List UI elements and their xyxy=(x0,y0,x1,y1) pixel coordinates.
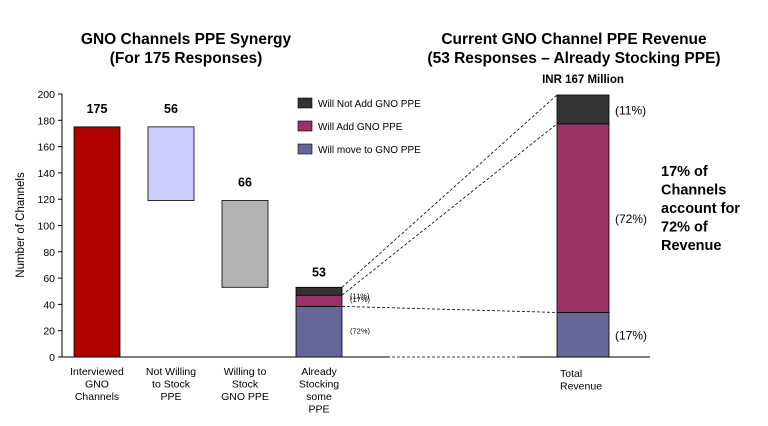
bar-value-label: 175 xyxy=(87,102,108,116)
dashed-connector xyxy=(341,305,558,313)
segment-percent-label: (11%) xyxy=(350,291,370,300)
dashed-connector xyxy=(341,94,558,288)
dashed-connector xyxy=(341,123,558,296)
stacked-segment-will-not-add-gno-ppe xyxy=(295,286,343,296)
revenue-total-label: INR 167 Million xyxy=(542,74,624,86)
revenue-annotation-line: Channels xyxy=(661,183,726,199)
legend-label: Will Not Add GNO PPE xyxy=(318,99,421,110)
x-category-label: Already Stocking some PPE xyxy=(299,366,339,416)
bar-3 xyxy=(221,200,269,288)
x-category-label-line: PPE xyxy=(308,404,329,416)
legend-label: Will move to GNO PPE xyxy=(318,145,421,156)
x-category-label-line: Willing to xyxy=(224,366,267,378)
y-tick-label: 0 xyxy=(49,352,55,364)
x-category-label: Interviewed GNO Channels xyxy=(70,366,124,403)
revenue-annotation: 17% of Channels account for 72% of Revenue xyxy=(661,164,740,254)
y-tick-label: 140 xyxy=(37,168,55,180)
x-category-label-line: Total xyxy=(560,368,582,380)
x-category-label-line: Revenue xyxy=(560,381,602,393)
revenue-segment-will-not-add-gno-ppe xyxy=(556,94,610,125)
right-chart-subtitle: (53 Responses – Already Stocking PPE) xyxy=(427,50,720,67)
x-category-label-line: Interviewed xyxy=(70,366,124,378)
segment-percent-label: (17%) xyxy=(350,295,371,304)
y-tick-label: 60 xyxy=(43,273,55,285)
revenue-percent-label: (17%) xyxy=(615,329,647,343)
x-category-label-line: Channels xyxy=(75,391,119,403)
legend-swatch xyxy=(297,97,313,109)
revenue-annotation-line: 72% of xyxy=(661,220,708,236)
revenue-annotation-line: account for xyxy=(661,201,740,217)
x-category-label-line: PPE xyxy=(160,391,181,403)
bar-value-label: 66 xyxy=(238,176,252,190)
x-category-label: Total Revenue xyxy=(560,368,602,393)
bar-1 xyxy=(73,126,121,358)
x-category-label-line: Stocking xyxy=(299,379,339,391)
bar-2 xyxy=(147,126,195,201)
left-chart-title: GNO Channels PPE Synergy xyxy=(81,31,292,48)
x-category-label-line: Stock xyxy=(232,379,259,391)
y-tick-label: 40 xyxy=(43,299,55,311)
y-tick-label: 160 xyxy=(37,142,55,154)
y-axis-label: Number of Channels xyxy=(15,172,27,278)
y-tick-label: 100 xyxy=(37,221,55,233)
x-category-label-line: GNO PPE xyxy=(221,391,269,403)
legend-swatch xyxy=(297,143,313,155)
x-category-label: Not Willing to Stock PPE xyxy=(146,366,196,403)
x-category-label-line: to Stock xyxy=(152,379,191,391)
bar-value-label: 56 xyxy=(164,102,178,116)
y-tick-label: 20 xyxy=(43,326,55,338)
left-chart-subtitle: (For 175 Responses) xyxy=(110,50,262,67)
segment-percent-label: (72%) xyxy=(350,326,371,335)
y-tick-label: 120 xyxy=(37,194,55,206)
revenue-segment-will-add-gno-ppe xyxy=(556,123,610,313)
revenue-percent-label: (11%) xyxy=(615,103,646,117)
revenue-percent-label: (72%) xyxy=(615,212,647,226)
stacked-segment-will-move-to-gno-ppe xyxy=(295,305,343,358)
y-tick-label: 180 xyxy=(37,115,55,127)
y-tick-label: 80 xyxy=(43,247,55,259)
legend-label: Will Add GNO PPE xyxy=(318,122,403,133)
right-chart-title: Current GNO Channel PPE Revenue xyxy=(441,31,707,48)
x-category-label-line: Already xyxy=(301,366,337,378)
x-category-label-line: Not Willing xyxy=(146,366,196,378)
y-tick-label: 200 xyxy=(37,89,55,101)
legend-swatch xyxy=(297,120,313,132)
bar-value-label: 53 xyxy=(312,265,326,279)
revenue-segment-will-move-to-gno-ppe xyxy=(556,312,610,358)
stacked-segment-will-add-gno-ppe xyxy=(295,294,343,307)
x-category-label-line: some xyxy=(306,391,332,403)
revenue-annotation-line: 17% of xyxy=(661,164,708,180)
x-category-label: Willing to Stock GNO PPE xyxy=(221,366,269,403)
revenue-annotation-line: Revenue xyxy=(661,238,721,254)
x-category-label-line: GNO xyxy=(85,379,109,391)
